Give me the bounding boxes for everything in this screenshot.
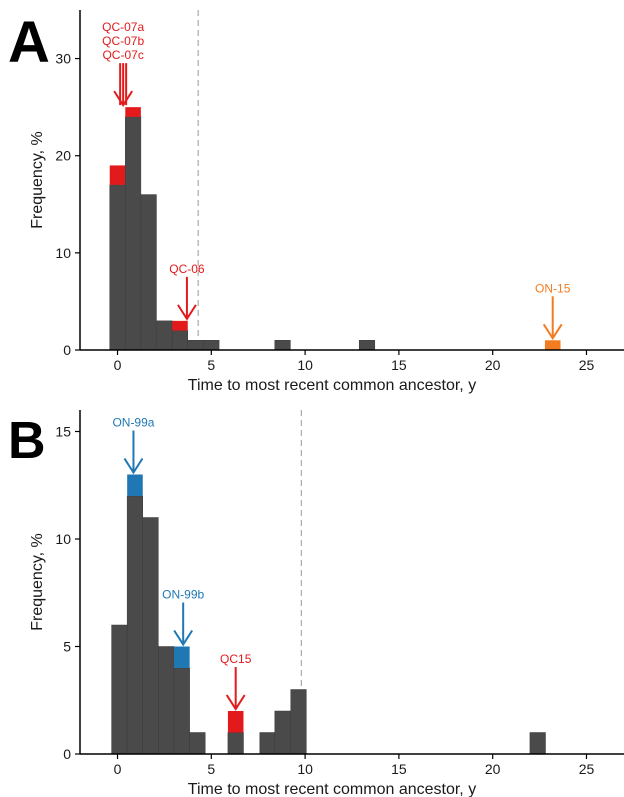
bar — [203, 340, 220, 351]
y-tick-label: 10 — [55, 531, 71, 547]
x-tick-label: 5 — [207, 761, 215, 777]
y-tick-label: 5 — [63, 639, 71, 655]
bar — [227, 732, 244, 755]
annotation-arrow — [177, 276, 197, 321]
bar — [189, 732, 206, 755]
bar — [358, 340, 376, 351]
x-tick-label: 0 — [114, 761, 122, 777]
x-tick-label: 20 — [485, 357, 501, 373]
bar — [187, 340, 204, 351]
y-tick-label: 30 — [55, 51, 71, 67]
annotation-arrow — [123, 430, 144, 475]
panel-letter: A — [8, 10, 50, 75]
annotation-label: QC-07a — [102, 20, 144, 34]
x-tick-label: 10 — [297, 357, 313, 373]
annotation-arrow — [542, 296, 563, 341]
bar-highlight — [127, 474, 143, 496]
x-tick-label: 0 — [114, 357, 122, 373]
bar — [529, 732, 546, 755]
arrow-head — [123, 457, 144, 475]
annotation-label: QC-06 — [169, 262, 205, 276]
x-tick-label: 20 — [485, 761, 501, 777]
x-axis-title: Time to most recent common ancestor, y — [188, 377, 476, 394]
arrow-head — [542, 323, 563, 341]
x-axis-title: Time to most recent common ancestor, y — [188, 781, 476, 797]
bar-highlight — [174, 646, 190, 668]
bar — [290, 689, 307, 755]
arrow-head — [173, 629, 194, 647]
bar-highlight — [544, 340, 561, 350]
arrow-head — [113, 90, 133, 107]
y-tick-label: 0 — [63, 746, 71, 762]
bar — [158, 646, 175, 755]
annotation-arrow — [173, 602, 194, 647]
panel-letter: B — [8, 412, 46, 470]
bar-highlight — [172, 320, 188, 331]
bar — [109, 184, 126, 351]
bar — [171, 330, 189, 351]
x-tick-label: 5 — [207, 357, 215, 373]
bar — [142, 517, 159, 755]
bar — [274, 340, 291, 351]
y-axis-title: Frequency, % — [29, 131, 46, 229]
annotation-label: ON-99b — [162, 588, 204, 602]
y-tick-label: 15 — [55, 424, 71, 440]
y-tick-label: 0 — [63, 342, 71, 358]
y-axis-title: Frequency, % — [29, 533, 46, 631]
y-tick-label: 20 — [55, 148, 71, 164]
x-tick-label: 25 — [579, 761, 595, 777]
annotation-label: QC15 — [220, 652, 252, 666]
annotation-label: ON-15 — [535, 281, 571, 295]
annotation-label: QC-07c — [102, 48, 143, 62]
annotation-label: ON-99a — [112, 416, 154, 430]
bar — [111, 624, 128, 755]
bar-highlight — [227, 711, 244, 733]
x-tick-label: 10 — [297, 761, 313, 777]
x-tick-label: 25 — [579, 357, 595, 373]
x-tick-label: 15 — [391, 357, 407, 373]
bar — [259, 732, 276, 755]
y-tick-label: 10 — [55, 245, 71, 261]
bar — [156, 320, 173, 351]
bar — [126, 495, 143, 755]
bar — [173, 667, 190, 755]
bar — [274, 710, 291, 755]
bar-highlight — [109, 165, 126, 185]
bar — [125, 116, 142, 351]
bar — [140, 194, 157, 351]
arrow-head — [177, 304, 197, 321]
x-tick-label: 15 — [391, 761, 407, 777]
bar-highlight — [125, 107, 141, 117]
annotation-arrow — [113, 63, 133, 107]
annotation-label: QC-07b — [102, 34, 144, 48]
panel-b: B ON-99a ON-99b QC15 0 5 10 15 20 25 0 5 10 15 Time to… — [8, 410, 624, 797]
arrow-head — [225, 694, 246, 711]
annotation-arrow — [225, 667, 246, 711]
